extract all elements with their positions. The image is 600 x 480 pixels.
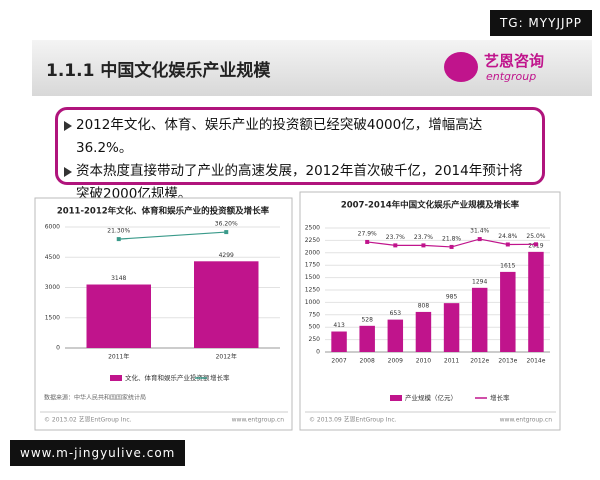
line-marker xyxy=(477,237,482,242)
data-label: 985 xyxy=(446,294,458,301)
y-tick-label: 2500 xyxy=(305,225,320,232)
x-tick-label: 2007 xyxy=(331,358,346,365)
data-label: 808 xyxy=(418,302,430,309)
source: 数据来源：中华人民共和国国家统计局 xyxy=(44,394,146,402)
bar xyxy=(359,325,375,352)
legend-label: 增长率 xyxy=(210,373,230,382)
data-label: 4299 xyxy=(219,252,234,259)
bullet-box: 2012年文化、体育、娱乐产业的投资额已经突破4000亿，增幅高达36.2%。 … xyxy=(55,107,545,202)
line-marker xyxy=(421,243,426,248)
y-tick-label: 0 xyxy=(56,345,60,352)
bar xyxy=(443,303,460,352)
data-label: 21.30% xyxy=(107,228,130,235)
y-tick-label: 1250 xyxy=(305,287,320,294)
x-tick-label: 2013e xyxy=(498,358,517,365)
y-tick-label: 6000 xyxy=(45,224,60,231)
y-tick-label: 1500 xyxy=(45,314,60,321)
data-label: 1294 xyxy=(472,278,487,285)
data-label: 23.7% xyxy=(414,234,433,241)
y-tick-label: 1000 xyxy=(305,299,320,306)
y-tick-label: 2000 xyxy=(305,249,320,256)
line-marker xyxy=(533,242,538,247)
data-label: 36.20% xyxy=(215,221,238,228)
bullet: 2012年文化、体育、娱乐产业的投资额已经突破4000亿，增幅高达36.2%。 xyxy=(64,114,536,160)
y-tick-label: 1750 xyxy=(305,262,320,269)
line-marker xyxy=(224,230,229,235)
line-marker xyxy=(116,237,121,242)
x-tick-label: 2011年 xyxy=(108,353,129,361)
bar xyxy=(500,271,516,352)
x-tick-label: 2014e xyxy=(526,358,545,365)
y-tick-label: 2250 xyxy=(305,237,320,244)
bar xyxy=(86,284,151,348)
line-marker xyxy=(449,244,454,249)
data-label: 31.4% xyxy=(470,228,489,235)
y-tick-label: 3000 xyxy=(45,284,60,291)
line-marker xyxy=(393,243,398,248)
logo-text: 艺恩咨询 xyxy=(484,52,545,70)
logo-sub: entgroup xyxy=(486,70,537,83)
watermark: www.m-jingyulive.com xyxy=(10,440,186,466)
website: www.entgroup.cn xyxy=(500,417,553,424)
y-tick-label: 500 xyxy=(309,324,321,331)
data-label: 24.8% xyxy=(498,233,517,240)
copyright: © 2013.09 艺恩EntGroup Inc. xyxy=(309,416,397,424)
y-tick-label: 750 xyxy=(309,311,321,318)
header: 1.1.1 中国文化娱乐产业规模 艺恩咨询 entgroup xyxy=(32,40,592,96)
watermark: TG: MYYJJPP xyxy=(489,10,592,36)
line-marker xyxy=(365,239,370,244)
slide-title: 1.1.1 中国文化娱乐产业规模 xyxy=(46,61,271,81)
legend-swatch xyxy=(110,375,122,381)
website: www.entgroup.cn xyxy=(232,417,285,424)
y-tick-label: 4500 xyxy=(45,254,60,261)
x-tick-label: 2012年 xyxy=(216,353,237,361)
bar xyxy=(415,311,432,352)
legend-label: 增长率 xyxy=(490,393,510,402)
data-label: 1615 xyxy=(500,262,515,269)
x-tick-label: 2008 xyxy=(360,358,375,365)
legend-label: 产业规模（亿元） xyxy=(405,393,457,402)
bar xyxy=(387,319,404,352)
line-marker xyxy=(505,242,510,247)
y-tick-label: 250 xyxy=(309,336,321,343)
y-tick-label: 1500 xyxy=(305,274,320,281)
data-label: 27.9% xyxy=(358,230,377,237)
bar xyxy=(194,261,259,348)
chart-title: 2011-2012年文化、体育和娱乐产业的投资额及增长率 xyxy=(57,206,270,217)
data-label: 528 xyxy=(361,316,373,323)
x-tick-label: 2009 xyxy=(388,358,403,365)
logo: 艺恩咨询 entgroup xyxy=(442,48,572,88)
x-tick-label: 2011 xyxy=(444,358,459,365)
chart-title: 2007-2014年中国文化娱乐产业规模及增长率 xyxy=(341,200,520,211)
x-tick-label: 2010 xyxy=(416,358,431,365)
bar xyxy=(331,331,347,352)
chart-panel xyxy=(299,191,561,431)
copyright: © 2013.02 艺恩EntGroup Inc. xyxy=(44,416,132,424)
legend-swatch xyxy=(390,395,402,401)
line xyxy=(118,231,227,240)
bar xyxy=(528,251,544,352)
data-label: 21.8% xyxy=(442,235,461,242)
data-label: 3148 xyxy=(111,275,126,282)
data-label: 23.7% xyxy=(386,234,405,241)
x-tick-label: 2012e xyxy=(470,358,489,365)
legend-label: 文化、体育和娱乐产业投资额 xyxy=(125,373,210,382)
y-tick-label: 0 xyxy=(316,349,320,356)
data-label: 25.0% xyxy=(526,233,545,240)
logo-icon xyxy=(444,52,478,82)
data-label: 653 xyxy=(390,310,402,317)
bar xyxy=(471,287,488,352)
data-label: 413 xyxy=(333,322,345,329)
